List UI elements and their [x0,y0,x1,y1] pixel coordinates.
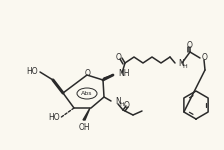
Text: H: H [182,63,187,69]
Text: O: O [124,100,130,109]
Text: H: H [119,102,124,108]
Ellipse shape [77,88,97,99]
Text: O: O [85,69,91,78]
Text: O: O [187,40,193,50]
Text: HO: HO [48,114,60,123]
Text: OH: OH [78,123,90,132]
Text: O: O [116,52,122,62]
Polygon shape [103,75,113,80]
Text: N: N [115,98,121,106]
Text: N: N [178,58,184,68]
Text: NH: NH [118,69,129,78]
Polygon shape [83,108,90,120]
Text: HO: HO [26,68,38,76]
Text: O: O [202,52,208,62]
Text: Abs: Abs [81,91,93,96]
